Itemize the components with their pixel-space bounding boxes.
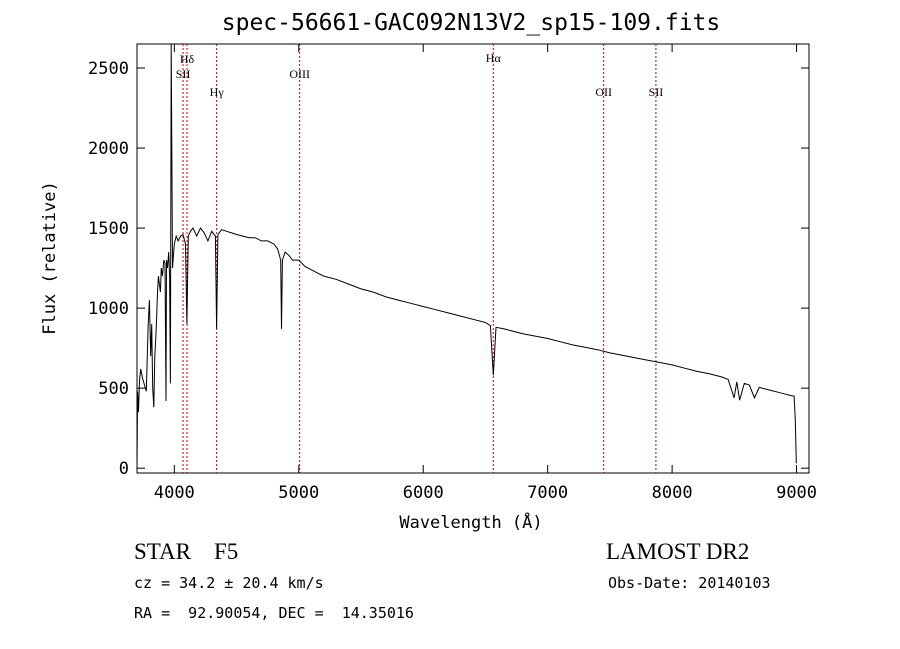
x-tick-label: 9000: [776, 483, 817, 503]
marker-label: Hα: [486, 51, 502, 65]
survey-name: LAMOST DR2: [606, 539, 750, 564]
plot-frame: [136, 43, 810, 474]
spectrum-line: [136, 43, 797, 469]
x-tick-label: 5000: [278, 483, 319, 503]
x-tick-label: 8000: [652, 483, 693, 503]
y-tick-label: 1500: [88, 219, 129, 239]
marker-label: Hγ: [210, 85, 225, 99]
marker-label: OII: [595, 85, 612, 99]
object-class: STAR F5: [134, 539, 239, 564]
sky-coordinates: RA = 92.90054, DEC = 14.35016: [134, 604, 414, 622]
marker-label: Hδ: [180, 52, 195, 66]
x-tick-label: 6000: [403, 483, 444, 503]
spectrum-series: [136, 43, 797, 469]
marker-label: SII: [176, 67, 191, 81]
y-tick-label: 0: [119, 459, 129, 479]
y-tick-label: 2000: [88, 139, 129, 159]
marker-label: OIII: [289, 67, 310, 81]
x-tick-label: 7000: [527, 483, 568, 503]
y-tick-label: 2500: [88, 59, 129, 79]
axis-ticks: 4000 5000 6000 7000 8000 9000 0 500 1000 1500 2000…: [88, 44, 817, 503]
chart-title: spec-56661-GAC092N13V2_sp15-109.fits: [222, 10, 721, 36]
y-tick-label: 1000: [88, 299, 129, 319]
x-tick-label: 4000: [154, 483, 195, 503]
observation-date: Obs-Date: 20140103: [608, 574, 771, 592]
y-tick-label: 500: [98, 379, 129, 399]
y-axis-label: Flux (relative): [40, 181, 60, 335]
x-axis-label: Wavelength (Å): [399, 511, 542, 533]
marker-label: SII: [649, 85, 664, 99]
redshift-velocity: cz = 34.2 ± 20.4 km/s: [134, 574, 324, 592]
